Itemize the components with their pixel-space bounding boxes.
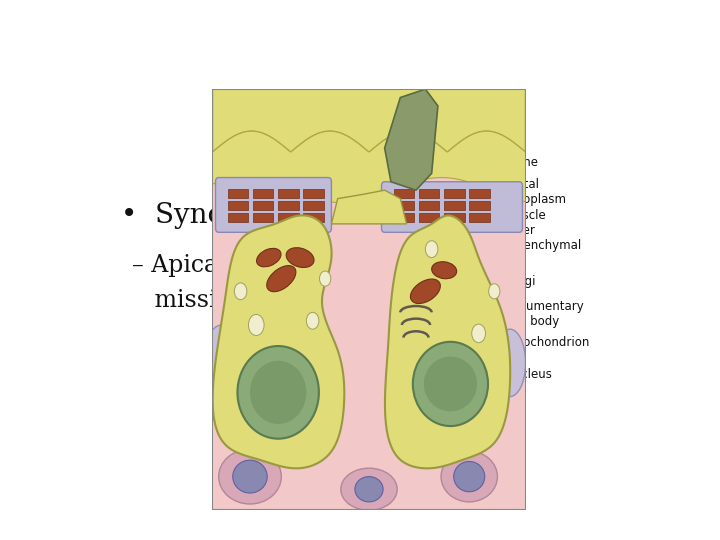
Ellipse shape [494, 329, 526, 396]
Ellipse shape [203, 325, 240, 401]
Bar [469, 213, 490, 222]
Text: Parenchymal
cell: Parenchymal cell [505, 239, 582, 267]
Polygon shape [384, 89, 438, 190]
Bar [228, 213, 248, 222]
Text: Tegument: Tegument [250, 94, 488, 139]
Polygon shape [212, 131, 526, 203]
Circle shape [489, 284, 500, 299]
Ellipse shape [219, 449, 282, 504]
Bar [444, 189, 464, 198]
Bar [419, 189, 439, 198]
Ellipse shape [256, 248, 281, 267]
Polygon shape [331, 190, 407, 224]
Circle shape [472, 324, 485, 343]
Bar [469, 201, 490, 210]
Ellipse shape [355, 477, 383, 502]
Bar [228, 201, 248, 210]
Bar [253, 201, 274, 210]
Circle shape [248, 314, 264, 335]
Text: Distal
cytoplasm: Distal cytoplasm [505, 178, 567, 206]
Circle shape [234, 283, 247, 300]
Bar [394, 213, 415, 222]
Text: – Apical cell membrane: – Apical cell membrane [132, 254, 411, 277]
Circle shape [320, 271, 330, 286]
Ellipse shape [454, 462, 485, 492]
Circle shape [426, 241, 438, 258]
Text: Spine: Spine [505, 156, 539, 169]
Bar [303, 201, 323, 210]
FancyBboxPatch shape [382, 182, 523, 232]
Bar [278, 213, 299, 222]
Ellipse shape [413, 342, 488, 426]
Bar [278, 201, 299, 210]
Text: Golgi: Golgi [505, 274, 536, 287]
Bar [228, 189, 248, 198]
Bar [469, 189, 490, 198]
Bar [394, 201, 415, 210]
Polygon shape [212, 215, 344, 468]
Ellipse shape [233, 460, 267, 493]
Text: Tegumentary
cell body: Tegumentary cell body [505, 300, 583, 328]
Ellipse shape [410, 279, 441, 303]
Ellipse shape [238, 346, 319, 438]
Bar [303, 213, 323, 222]
Text: Muscle
layer: Muscle layer [505, 209, 546, 237]
Text: Mitochondrion: Mitochondrion [505, 336, 590, 349]
FancyBboxPatch shape [215, 178, 331, 232]
Ellipse shape [432, 262, 456, 279]
Polygon shape [385, 215, 510, 468]
Bar [253, 189, 274, 198]
Polygon shape [212, 89, 526, 152]
Bar [444, 201, 464, 210]
Ellipse shape [286, 248, 314, 267]
Ellipse shape [441, 451, 498, 502]
Ellipse shape [250, 361, 306, 424]
Bar [419, 213, 439, 222]
Bar [253, 213, 274, 222]
Bar [419, 201, 439, 210]
Text: missing: missing [132, 289, 247, 312]
Circle shape [307, 312, 319, 329]
Text: Nucleus: Nucleus [505, 368, 552, 381]
Bar [394, 189, 415, 198]
Bar [444, 213, 464, 222]
Bar [303, 189, 323, 198]
Ellipse shape [341, 468, 397, 510]
Ellipse shape [266, 266, 296, 292]
Text: •  Syncytium: • Syncytium [121, 202, 302, 229]
Bar [278, 189, 299, 198]
Ellipse shape [424, 356, 477, 411]
